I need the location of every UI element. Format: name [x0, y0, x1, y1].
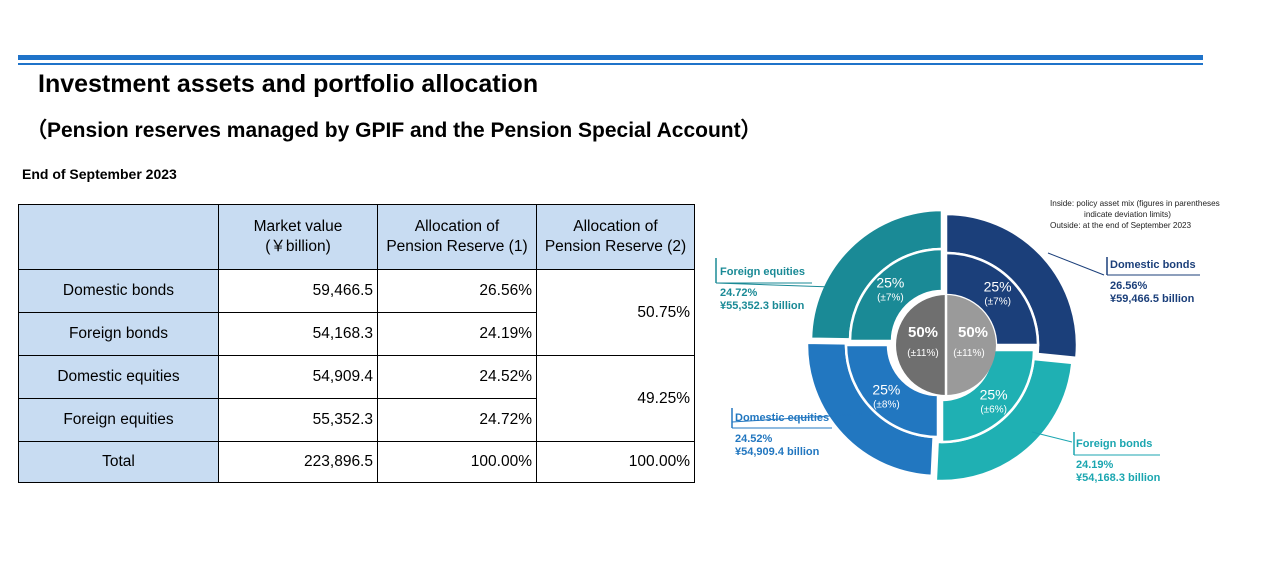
annotation-amount: ¥54,168.3 billion — [1076, 472, 1161, 484]
header-rule-thin — [18, 63, 1203, 65]
table-row: Foreign bonds 54,168.3 24.19% — [18, 312, 695, 356]
core-equities-limit: (±11%) — [907, 348, 938, 359]
equities-alloc2: 49.25% — [536, 355, 695, 442]
annotation-name: Foreign bonds — [1076, 438, 1153, 450]
row-alloc1: 24.52% — [377, 355, 537, 399]
inner-pct-label: 25% — [872, 382, 900, 398]
chart-note: Inside: policy asset mix (figures in par… — [1050, 198, 1220, 231]
page-subtitle: （Pension reserves managed by GPIF and th… — [26, 119, 762, 142]
allocation-table: Market value (￥billion) Allocation of Pe… — [18, 204, 695, 483]
inner-slice-3 — [848, 247, 944, 343]
row-label: Domestic equities — [18, 355, 219, 399]
as-of-date: End of September 2023 — [22, 166, 177, 182]
annotation-name: Foreign equities — [720, 266, 805, 278]
total-alloc2: 100.00% — [536, 441, 695, 483]
row-market-value: 59,466.5 — [218, 269, 378, 313]
header-alloc1-line2: Pension Reserve (1) — [386, 238, 528, 255]
row-label: Domestic bonds — [18, 269, 219, 313]
row-alloc1: 24.72% — [377, 398, 537, 442]
inner-limit-label: (±7%) — [877, 292, 904, 303]
table-header-row: Market value (￥billion) Allocation of Pe… — [18, 204, 695, 270]
row-label: Foreign equities — [18, 398, 219, 442]
inner-slice-2 — [844, 343, 940, 439]
table-row: Domestic bonds 59,466.5 26.56% 50.75% — [18, 269, 695, 356]
annotation-name: Domestic bonds — [1110, 259, 1196, 271]
leader-line — [715, 282, 833, 288]
chart-note-line1: Inside: policy asset mix (figures in par… — [1050, 199, 1220, 208]
annotation-pct: 24.52% — [735, 433, 773, 445]
core-equities — [896, 295, 946, 395]
annotation-pct: 26.56% — [1110, 280, 1148, 292]
annotation-foreign-bonds: Foreign bonds 24.19% ¥54,168.3 billion — [1076, 438, 1160, 485]
header-corner — [18, 204, 219, 270]
core-bonds-limit: (±11%) — [953, 348, 984, 359]
annotation-domestic-equities: Domestic equities 24.52% ¥54,909.4 billi… — [735, 412, 829, 459]
inner-ring — [844, 247, 1040, 444]
inner-pct-label: 25% — [876, 274, 904, 290]
core-circle — [896, 295, 996, 395]
row-market-value: 55,352.3 — [218, 398, 378, 442]
header-market-value: Market value (￥billion) — [218, 204, 378, 270]
annotation-foreign-equities: Foreign equities 24.72% ¥55,352.3 billio… — [720, 266, 805, 313]
table-row: Foreign equities 55,352.3 24.72% — [18, 398, 695, 442]
inner-pct-label: 25% — [984, 278, 1012, 294]
header-alloc1-line1: Allocation of — [414, 218, 500, 235]
core-equities-pct: 50% — [908, 324, 938, 341]
header-market-value-unit: (￥billion) — [265, 238, 331, 255]
core-bonds-pct: 50% — [958, 324, 988, 341]
annotation-domestic-bonds: Domestic bonds 26.56% ¥59,466.5 billion — [1110, 259, 1196, 306]
chart-note-line3: Outside: at the end of September 2023 — [1050, 221, 1192, 230]
annotation-amount: ¥59,466.5 billion — [1110, 293, 1195, 305]
header-rule-thick — [18, 55, 1203, 60]
leader-line — [1047, 252, 1105, 276]
annotation-pct: 24.72% — [720, 287, 758, 299]
leader-line — [1031, 431, 1073, 443]
inner-limit-label: (±8%) — [873, 400, 900, 411]
total-market-value: 223,896.5 — [218, 441, 378, 483]
table-row: Domestic equities 54,909.4 24.52% 49.25% — [18, 355, 695, 442]
header-alloc2-line1: Allocation of — [573, 218, 658, 235]
table-total-row: Total 223,896.5 100.00% 100.00% — [18, 441, 695, 483]
total-alloc1: 100.00% — [377, 441, 537, 483]
header-alloc2: Allocation of Pension Reserve (2) — [536, 204, 695, 270]
chart-note-line2: indicate deviation limits) — [1084, 210, 1171, 219]
row-market-value: 54,909.4 — [218, 355, 378, 399]
inner-limit-label: (±7%) — [984, 296, 1011, 307]
ring-labels: 25% (±7%) 25% (±6%) 25% (±8%) 25% (±7%) 50% (±11%… — [872, 274, 1011, 415]
inner-limit-label: (±6%) — [980, 405, 1007, 416]
header-market-value-label: Market value — [253, 218, 343, 235]
leader-line — [731, 413, 863, 423]
annotation-pct: 24.19% — [1076, 459, 1114, 471]
row-label: Foreign bonds — [18, 312, 219, 356]
core-bonds — [946, 295, 996, 395]
annotation-amount: ¥54,909.4 billion — [735, 446, 820, 458]
leader-lines — [715, 252, 1200, 456]
total-label: Total — [18, 441, 219, 483]
annotation-amount: ¥55,352.3 billion — [720, 300, 805, 312]
inner-pct-label: 25% — [980, 387, 1008, 403]
row-alloc1: 24.19% — [377, 312, 537, 356]
annotation-name: Domestic equities — [735, 412, 830, 424]
bonds-alloc2: 50.75% — [536, 269, 695, 356]
page-title: Investment assets and portfolio allocati… — [38, 70, 539, 98]
header-alloc2-line2: Pension Reserve (2) — [544, 238, 687, 255]
